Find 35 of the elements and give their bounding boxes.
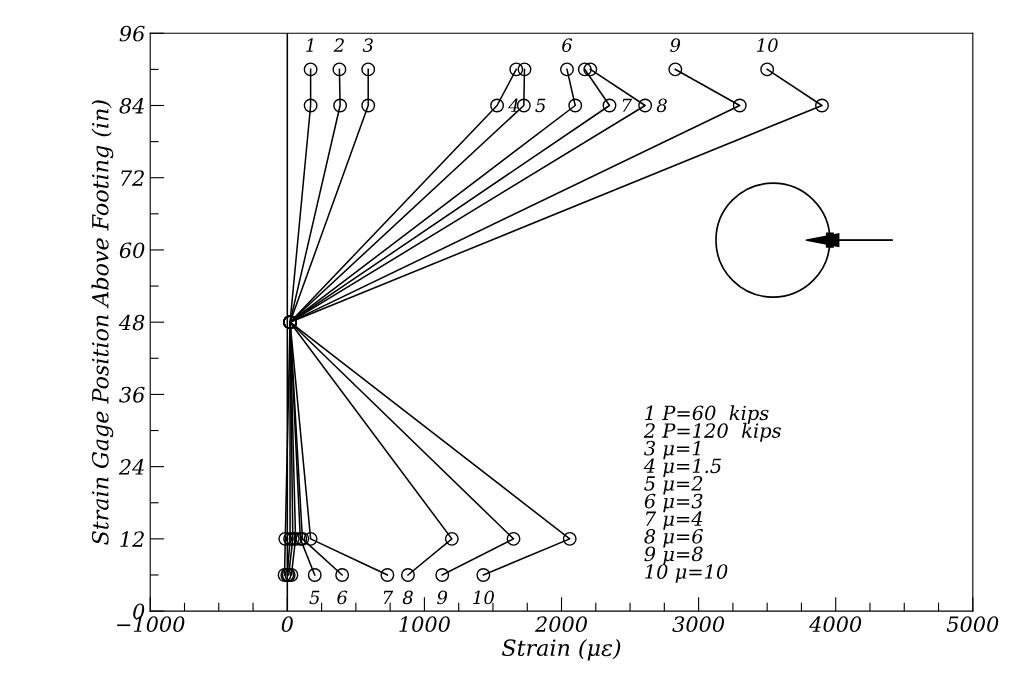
x-tick-label: 5000: [946, 616, 999, 633]
annotation: 7: [383, 590, 394, 604]
annotation: 4 μ=1.5: [643, 458, 721, 477]
y-tick-label: 72: [121, 170, 144, 186]
annotation: 5: [309, 590, 320, 605]
y-tick-label: 96: [119, 25, 145, 42]
y-tick-label: 48: [118, 314, 145, 331]
annotation: 9: [670, 38, 681, 52]
y-tick-label: 24: [118, 459, 144, 475]
x-tick-label: 3000: [672, 616, 725, 633]
x-tick-label: 1000: [399, 616, 450, 633]
x-tick-label: 4000: [809, 616, 862, 633]
annotation: 6: [562, 38, 573, 52]
annotation: 1: [306, 38, 313, 52]
y-axis-title: Strain Gage Position Above Footing (in): [91, 100, 114, 545]
x-tick-label: 2000: [534, 616, 587, 633]
y-tick-label: 36: [119, 386, 145, 403]
annotation: 10 μ=10: [645, 564, 728, 583]
x-tick-label: 0: [281, 616, 293, 633]
annotation: 10: [473, 590, 494, 605]
y-tick-label: 84: [119, 97, 144, 114]
y-tick-label: 60: [119, 242, 145, 259]
annotation: 6: [337, 590, 348, 605]
annotation: 9: [437, 590, 448, 605]
annotation: 8: [656, 98, 667, 113]
annotation: 7: [622, 98, 633, 112]
annotation: 8: [402, 590, 413, 605]
y-tick-label: 12: [120, 531, 144, 547]
annotation: 10: [756, 38, 778, 52]
annotation: 3: [362, 38, 373, 52]
annotation: 4: [508, 98, 519, 112]
x-axis-title: Strain (με): [502, 638, 621, 661]
annotation: 7 μ=4: [646, 511, 703, 530]
annotation: 5: [535, 98, 546, 113]
annotation: 2: [333, 38, 344, 52]
